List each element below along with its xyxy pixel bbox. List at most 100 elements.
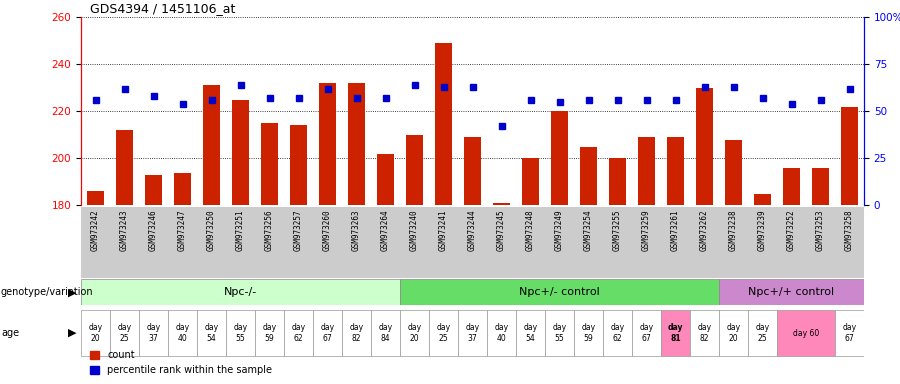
Text: GSM973244: GSM973244 xyxy=(468,210,477,251)
Text: GSM973246: GSM973246 xyxy=(149,210,158,251)
Bar xyxy=(719,279,864,305)
Bar xyxy=(638,137,655,205)
Text: ▶: ▶ xyxy=(68,287,76,297)
Bar xyxy=(812,168,829,205)
Text: day
67: day 67 xyxy=(842,323,857,343)
Text: day
62: day 62 xyxy=(292,323,306,343)
Text: day
62: day 62 xyxy=(610,323,625,343)
Bar xyxy=(748,310,777,356)
Bar xyxy=(435,43,452,205)
Text: GSM973245: GSM973245 xyxy=(497,210,506,251)
Bar xyxy=(632,310,661,356)
Text: GDS4394 / 1451106_at: GDS4394 / 1451106_at xyxy=(90,2,236,15)
Bar xyxy=(522,158,539,205)
Text: day
20: day 20 xyxy=(726,323,741,343)
Text: day 60: day 60 xyxy=(793,329,819,338)
Text: GSM973263: GSM973263 xyxy=(352,210,361,251)
Text: day
25: day 25 xyxy=(117,323,131,343)
Bar xyxy=(81,310,110,356)
Text: GSM973250: GSM973250 xyxy=(207,210,216,251)
Text: GSM973239: GSM973239 xyxy=(758,210,767,251)
Text: day
25: day 25 xyxy=(755,323,770,343)
Bar xyxy=(458,310,487,356)
Text: day
37: day 37 xyxy=(147,323,160,343)
Text: GSM973253: GSM973253 xyxy=(816,210,825,251)
Bar xyxy=(608,158,626,205)
Bar xyxy=(841,107,859,205)
Bar xyxy=(667,137,684,205)
Text: GSM973242: GSM973242 xyxy=(91,210,100,251)
Text: GSM973247: GSM973247 xyxy=(178,210,187,251)
Text: Npc+/- control: Npc+/- control xyxy=(519,287,600,297)
Bar xyxy=(464,137,482,205)
Text: day
54: day 54 xyxy=(524,323,537,343)
Bar xyxy=(719,310,748,356)
Bar xyxy=(290,126,307,205)
Bar xyxy=(139,310,168,356)
Text: day
55: day 55 xyxy=(553,323,567,343)
Bar xyxy=(493,203,510,205)
Bar xyxy=(284,310,313,356)
Text: GSM973240: GSM973240 xyxy=(410,210,419,251)
Bar xyxy=(377,154,394,205)
Bar xyxy=(261,123,278,205)
Text: genotype/variation: genotype/variation xyxy=(1,287,94,297)
Bar xyxy=(174,172,191,205)
Text: GSM973262: GSM973262 xyxy=(700,210,709,251)
Text: GSM973248: GSM973248 xyxy=(526,210,535,251)
Bar xyxy=(400,279,719,305)
Text: day
82: day 82 xyxy=(349,323,364,343)
Text: Npc-/-: Npc-/- xyxy=(224,287,257,297)
Text: GSM973261: GSM973261 xyxy=(671,210,680,251)
Bar xyxy=(226,310,255,356)
Bar xyxy=(754,194,771,205)
Text: GSM973258: GSM973258 xyxy=(845,210,854,251)
Text: day
40: day 40 xyxy=(176,323,190,343)
Bar xyxy=(574,310,603,356)
Text: day
67: day 67 xyxy=(320,323,335,343)
Text: day
81: day 81 xyxy=(668,323,683,343)
Bar xyxy=(371,310,400,356)
Text: day
54: day 54 xyxy=(204,323,219,343)
Text: GSM973264: GSM973264 xyxy=(381,210,390,251)
Text: day
37: day 37 xyxy=(465,323,480,343)
Bar xyxy=(232,99,249,205)
Legend: count, percentile rank within the sample: count, percentile rank within the sample xyxy=(86,346,276,379)
Bar xyxy=(406,135,423,205)
Bar xyxy=(661,310,690,356)
Text: day
20: day 20 xyxy=(408,323,421,343)
Bar xyxy=(347,83,365,205)
Bar xyxy=(110,310,139,356)
Bar xyxy=(835,310,864,356)
Text: day
55: day 55 xyxy=(233,323,248,343)
Bar xyxy=(202,86,220,205)
Text: Npc+/+ control: Npc+/+ control xyxy=(749,287,834,297)
Bar xyxy=(690,310,719,356)
Bar xyxy=(724,140,742,205)
Text: day
25: day 25 xyxy=(436,323,451,343)
Text: GSM973252: GSM973252 xyxy=(787,210,796,251)
Bar xyxy=(400,310,429,356)
Text: day
20: day 20 xyxy=(88,323,103,343)
Text: GSM973243: GSM973243 xyxy=(120,210,129,251)
Bar xyxy=(580,147,598,205)
Bar xyxy=(487,310,516,356)
Text: GSM973238: GSM973238 xyxy=(729,210,738,251)
Bar xyxy=(81,279,400,305)
Text: day
40: day 40 xyxy=(494,323,508,343)
Text: GSM973255: GSM973255 xyxy=(613,210,622,251)
Text: GSM973249: GSM973249 xyxy=(555,210,564,251)
Text: GSM973257: GSM973257 xyxy=(294,210,303,251)
Bar xyxy=(168,310,197,356)
Text: day
84: day 84 xyxy=(378,323,392,343)
Text: GSM973241: GSM973241 xyxy=(439,210,448,251)
Bar xyxy=(696,88,713,205)
Bar xyxy=(551,111,568,205)
Bar xyxy=(429,310,458,356)
Text: GSM973260: GSM973260 xyxy=(323,210,332,251)
Text: day
59: day 59 xyxy=(263,323,276,343)
Bar xyxy=(783,168,800,205)
Bar xyxy=(197,310,226,356)
Bar xyxy=(603,310,632,356)
Text: day
67: day 67 xyxy=(639,323,653,343)
